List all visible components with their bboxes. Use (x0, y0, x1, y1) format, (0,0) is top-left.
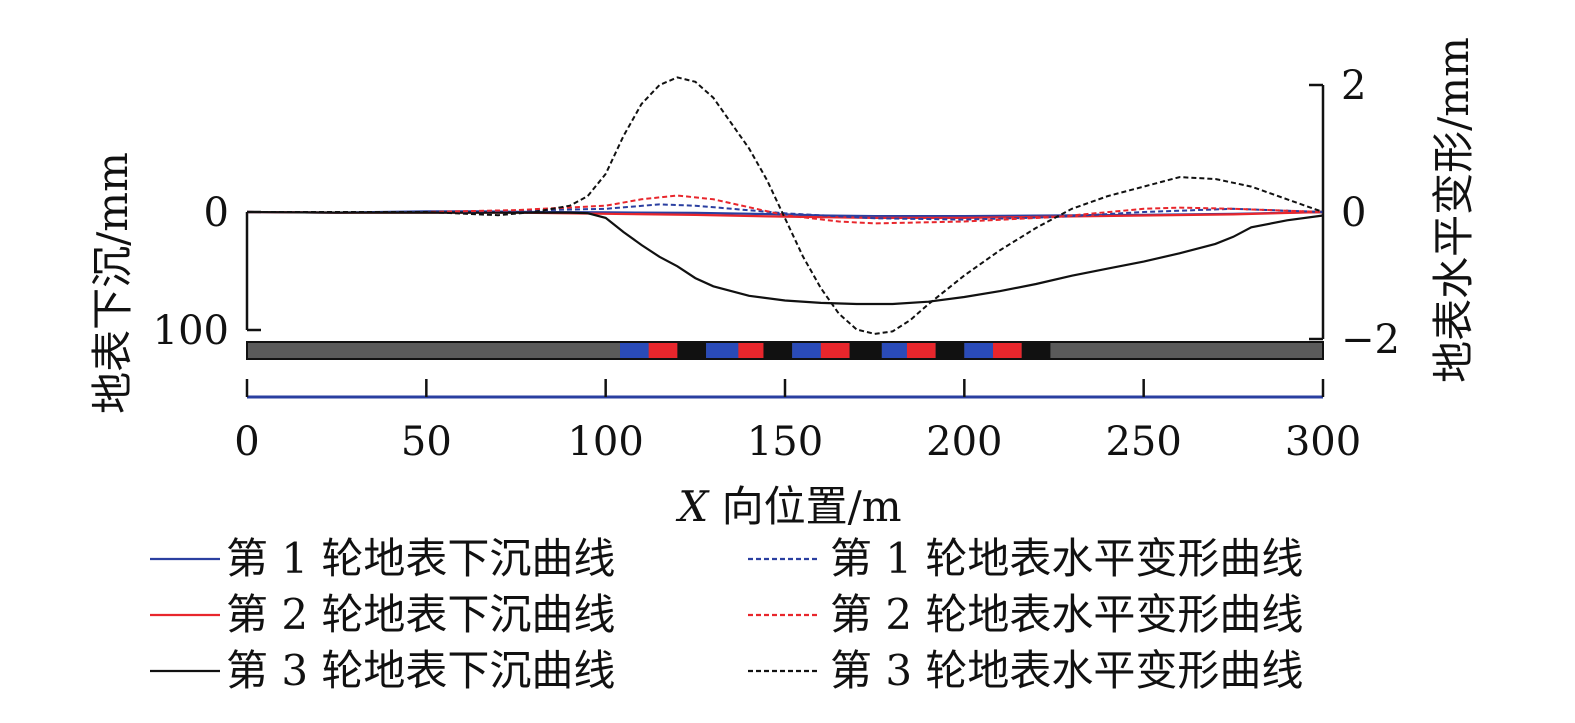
y-left-tick-label: 100 (153, 308, 229, 354)
strip-segment-14 (1021, 343, 1051, 358)
strip-segment-9 (881, 343, 907, 358)
y-right-tick-label: −2 (1341, 317, 1400, 363)
strip-segment-4 (738, 343, 764, 358)
x-tick-label: 0 (234, 419, 259, 465)
y-right-tick-label: 2 (1341, 63, 1366, 109)
x-tick-label: 200 (926, 419, 1002, 465)
panel-strip (246, 341, 1324, 360)
strip-segment-5 (763, 343, 793, 358)
series-line-6 (247, 76, 1324, 335)
series-lines (246, 76, 1324, 335)
series-line-5 (247, 194, 1324, 225)
y-right-tick-label: 0 (1341, 190, 1366, 236)
y-axis-label-left: 地表下沉/mm (88, 152, 137, 414)
strip-segment-1 (648, 343, 678, 358)
strip-segment-0 (620, 343, 649, 358)
x-tick-label: 150 (747, 419, 823, 465)
legend-label-left-1: 第 1 轮地表下沉曲线 (226, 534, 615, 583)
strip-segment-12 (964, 343, 994, 358)
strip-segment-13 (993, 343, 1022, 358)
strip-segment-3 (706, 343, 739, 358)
strip-segment-11 (935, 343, 965, 358)
tick-labels: 0 50 100 150 200 250 300 0 100 2 0 −2 (153, 63, 1400, 465)
y-axis-label-right: 地表水平变形/mm (1429, 37, 1478, 383)
legend-label-right-1: 第 1 轮地表水平变形曲线 (830, 534, 1303, 583)
strip-segment-8 (849, 343, 882, 358)
strip-segment-2 (677, 343, 707, 358)
x-tick-label: 50 (401, 419, 452, 465)
y-left-tick-label: 0 (204, 190, 229, 236)
x-axis-label: X 向位置/m (675, 482, 901, 531)
series-line-3 (246, 210, 1324, 306)
x-tick-label: 300 (1285, 419, 1361, 465)
strip-segment-7 (820, 343, 850, 358)
axes (245, 83, 1325, 399)
x-tick-label: 100 (567, 419, 643, 465)
legend-label-right-2: 第 2 轮地表水平变形曲线 (830, 590, 1303, 639)
legend-label-left-2: 第 2 轮地表下沉曲线 (226, 590, 615, 639)
strip-segment-6 (792, 343, 821, 358)
x-tick-label: 250 (1105, 419, 1181, 465)
legend-label-left-3: 第 3 轮地表下沉曲线 (226, 646, 615, 695)
legend-label-right-3: 第 3 轮地表水平变形曲线 (830, 646, 1303, 695)
strip-segment-10 (906, 343, 936, 358)
